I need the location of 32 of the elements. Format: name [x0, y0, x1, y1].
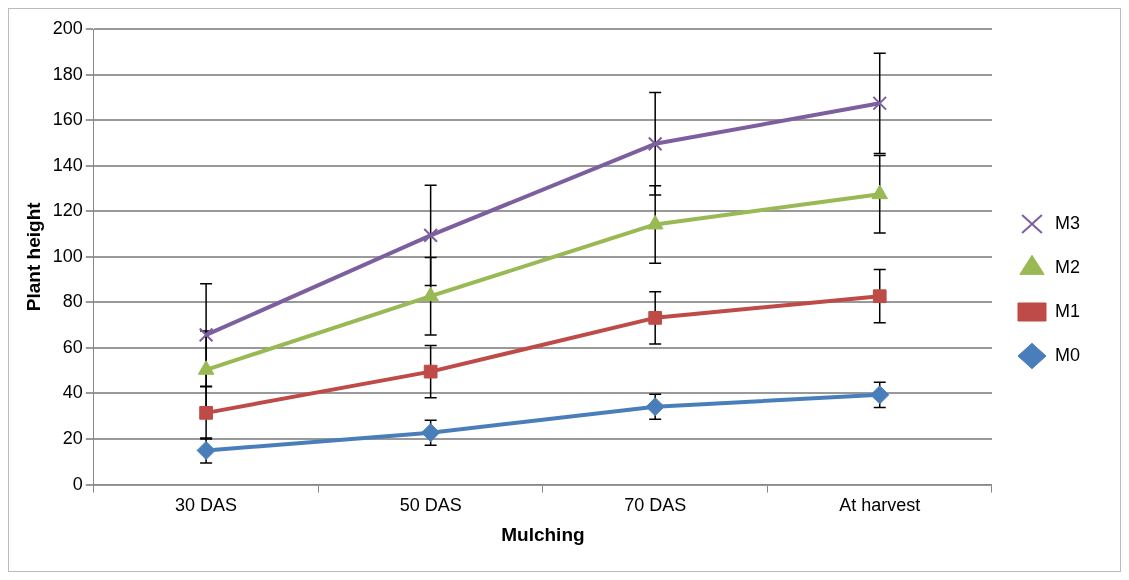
y-tick-label: 80 — [62, 291, 83, 312]
legend-label: M1 — [1055, 300, 1081, 321]
point — [198, 327, 214, 343]
x-tick-label: At harvest — [839, 495, 921, 516]
x-axis-title: Mulching — [501, 523, 585, 545]
y-axis-title: Plant height — [22, 201, 44, 312]
y-tick-label: 60 — [62, 336, 83, 357]
y-tick-label: 200 — [52, 17, 83, 38]
x-tick-label: 70 DAS — [624, 495, 687, 516]
y-tick-label: 0 — [72, 473, 83, 494]
legend-label: M0 — [1055, 344, 1081, 365]
y-tick-label: 120 — [52, 200, 83, 221]
point — [871, 184, 889, 200]
y-tick-label: 20 — [62, 428, 83, 449]
y-tick-label: 40 — [62, 382, 83, 403]
point — [423, 364, 438, 379]
point — [199, 405, 213, 420]
point — [648, 310, 663, 325]
legend-label: M2 — [1055, 256, 1081, 277]
legend-label: M3 — [1055, 212, 1081, 233]
point — [423, 228, 439, 243]
point — [647, 136, 663, 152]
x-tick-label: 50 DAS — [399, 495, 462, 516]
point — [645, 397, 665, 417]
point — [872, 289, 887, 304]
y-tick-label: 180 — [52, 63, 83, 84]
point — [872, 95, 888, 111]
point — [421, 423, 441, 443]
x-tick-label: 30 DAS — [175, 495, 238, 516]
y-tick-label: 160 — [52, 109, 83, 130]
y-tick-label: 100 — [52, 245, 83, 266]
y-tick-label: 140 — [52, 154, 83, 175]
